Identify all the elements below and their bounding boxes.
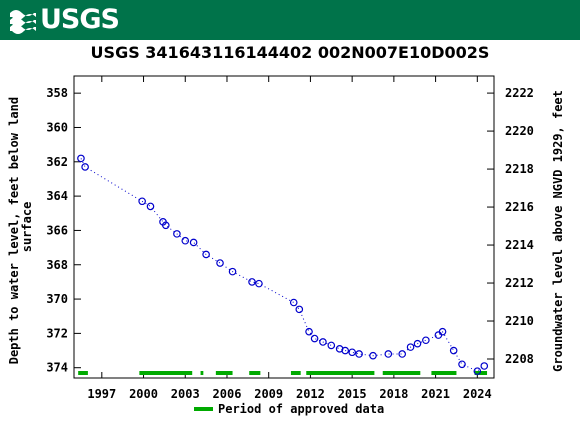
y-right-tick-label: 2210 [505,314,534,328]
data-point [138,197,146,206]
data-point [369,351,377,360]
data-point [438,327,447,336]
y-axis-right: 2222 2220 2218 2216 2214 2212 2210 2208 [487,86,534,366]
data-point [81,163,89,171]
approved-period-bar [306,371,375,375]
legend-label: Period of approved data [218,402,384,416]
approved-period-bar [474,371,488,375]
x-tick-label: 2018 [379,387,408,401]
y-axis-left: 358 360 362 364 366 368 370 372 374 [46,86,81,375]
data-point [348,348,356,357]
y-left-tick-label: 360 [46,120,68,134]
approved-period-bar [431,371,457,375]
x-tick-label: 2015 [338,387,367,401]
data-point [398,350,407,358]
y-left-tick-label: 366 [46,223,68,237]
data-point [216,259,224,267]
y-axis-left-label-line1: Depth to water level, feet below land [7,97,21,364]
y-right-tick-label: 2208 [505,352,534,366]
approved-periods [78,371,488,375]
y-axis-right-label: Groundwater level above NGVD 1929, feet [551,90,565,372]
data-point [327,341,336,350]
data-point [434,331,443,339]
approved-period-bar [78,371,88,375]
data-point [289,298,298,307]
x-tick-label: 2021 [421,387,450,401]
x-tick-label: 2003 [171,387,200,401]
data-points [77,154,489,375]
chart-title: USGS 341643116144402 002N007E10D002S [91,43,490,62]
x-tick-label: 2000 [129,387,158,401]
data-point [181,236,190,245]
data-point [305,327,313,336]
data-point [161,221,170,230]
data-point [319,338,327,346]
approved-period-bar [200,371,204,375]
legend-swatch [194,407,213,411]
data-point [341,346,349,355]
approved-period-bar [290,371,301,375]
y-left-tick-label: 372 [46,326,68,340]
plot-area [73,75,495,379]
y-right-tick-label: 2218 [505,162,534,176]
usgs-wave-icon [8,5,38,35]
y-left-tick-label: 374 [46,361,68,375]
data-point [202,250,210,259]
approved-period-bar [382,371,421,375]
usgs-logo[interactable]: USGS [8,4,120,36]
y-right-tick-label: 2220 [505,124,534,138]
x-axis: 1997 2000 2003 2006 2009 2012 2015 2018 2021 2024 [87,76,492,401]
usgs-banner: USGS [0,0,580,42]
data-point [406,343,415,351]
y-right-tick-label: 2212 [505,276,534,290]
data-point [228,267,237,276]
x-tick-label: 2006 [213,387,242,401]
x-tick-label: 1997 [87,387,116,401]
data-point [248,278,256,286]
y-left-tick-label: 368 [46,258,68,272]
data-point [480,362,489,370]
y-left-tick-label: 370 [46,292,68,306]
data-point [173,230,181,238]
data-point [189,238,198,247]
y-left-tick-label: 358 [46,86,68,100]
y-right-tick-label: 2222 [505,86,534,100]
approved-period-bar [249,371,261,375]
data-point [413,339,422,348]
data-point [473,367,482,375]
y-left-tick-label: 362 [46,155,68,169]
x-tick-label: 2012 [296,387,325,401]
data-point [449,346,458,355]
y-axis-left-label-line2: surface [20,202,34,253]
data-point [310,334,319,343]
data-point [355,350,363,358]
approved-period-bar [215,371,233,375]
data-point [255,279,263,288]
series-line [80,158,485,372]
y-left-tick-label: 364 [46,189,68,203]
logo-text: USGS [40,4,120,35]
y-right-tick-label: 2214 [505,238,534,252]
y-axis-left-label: Depth to water level, feet below land su… [7,90,34,365]
approved-period-bar [139,371,193,375]
x-tick-label: 2009 [254,387,283,401]
data-point [422,336,430,345]
x-tick-label: 2024 [463,387,492,401]
data-point [146,202,155,211]
data-point [458,360,466,369]
data-point [77,154,85,163]
data-point [384,350,393,358]
legend: Period of approved data [194,402,384,416]
y-right-tick-label: 2216 [505,200,534,214]
data-point [295,305,304,314]
